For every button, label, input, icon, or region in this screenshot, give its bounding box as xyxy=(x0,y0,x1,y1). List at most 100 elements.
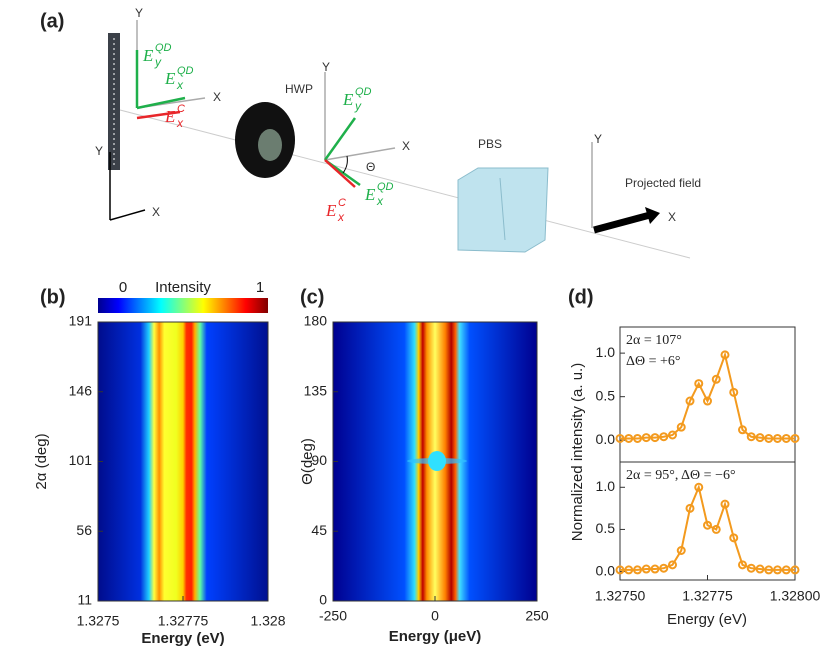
y-axis-label: 2α (deg) xyxy=(33,433,50,489)
panel-label: (d) xyxy=(568,286,594,308)
field-symbol: E xyxy=(342,90,354,109)
data-point xyxy=(685,396,695,406)
y-tick-label: 135 xyxy=(304,382,328,398)
panel-label: (a) xyxy=(40,10,64,32)
x-tick-label: 1.32750 xyxy=(595,588,646,604)
colorbar-label: Intensity xyxy=(155,279,211,296)
x-tick-label: 1.32800 xyxy=(770,588,821,604)
colorbar xyxy=(98,298,268,313)
data-point xyxy=(650,433,660,443)
x-tick-label: 1.3275 xyxy=(77,613,120,629)
panel-label: (b) xyxy=(40,286,66,308)
annotation: ΔΘ = +6° xyxy=(626,354,681,369)
y-tick-label: 0.0 xyxy=(596,431,616,447)
x-axis-label: Energy (μeV) xyxy=(389,628,482,645)
data-point xyxy=(790,565,800,575)
diagram xyxy=(108,20,691,259)
data-point xyxy=(773,433,782,443)
x-tick-label: 1.328 xyxy=(250,613,285,629)
data-point xyxy=(764,565,774,575)
data-point xyxy=(633,433,642,443)
data-point xyxy=(764,433,774,443)
field-symbol: E xyxy=(325,201,337,220)
y-tick-label: 56 xyxy=(76,522,92,538)
data-point xyxy=(668,430,677,440)
data-point xyxy=(720,350,730,360)
field-sub: x xyxy=(337,210,345,224)
x-tick-label: 1.32775 xyxy=(682,588,733,604)
field-sub: x xyxy=(376,194,384,208)
diagram-label: X xyxy=(213,90,221,104)
field-symbol: E xyxy=(164,69,176,88)
y-tick-label: 0.0 xyxy=(596,562,616,578)
field-sub: y xyxy=(354,99,362,113)
data-point xyxy=(650,564,660,574)
data-point xyxy=(781,565,791,575)
data-point xyxy=(711,374,721,384)
data-point xyxy=(755,564,765,574)
data-point xyxy=(711,524,721,534)
data-point xyxy=(633,565,642,575)
y-tick-label: 0.5 xyxy=(596,520,616,536)
data-point xyxy=(773,565,782,575)
data-point xyxy=(641,564,651,574)
y-tick-label: 0.5 xyxy=(596,387,616,403)
data-point xyxy=(641,433,651,443)
field-sub: x xyxy=(176,116,184,130)
diagram-label: HWP xyxy=(285,82,313,96)
y-tick-label: 0 xyxy=(319,592,327,608)
x-tick-label: 250 xyxy=(525,608,549,624)
field-sup: QD xyxy=(355,86,372,98)
data-point xyxy=(624,565,634,575)
x-axis-label: Energy (eV) xyxy=(141,630,224,647)
data-point xyxy=(615,565,625,575)
data-point xyxy=(746,563,756,573)
field-sup: C xyxy=(338,197,346,209)
annotation: 2α = 95°, ΔΘ = −6° xyxy=(626,468,736,483)
data-point xyxy=(781,433,791,443)
y-axis-label: Θ(deg) xyxy=(299,438,316,485)
data-point xyxy=(746,432,756,442)
data-point xyxy=(738,560,747,570)
data-point xyxy=(703,396,712,406)
field-sup: QD xyxy=(377,181,394,193)
diagram-label: Θ xyxy=(366,160,375,174)
x-tick-label: 0 xyxy=(431,608,439,624)
data-point xyxy=(755,433,765,443)
colorbar-max: 1 xyxy=(256,279,264,296)
data-point xyxy=(624,433,634,443)
x-tick-label: 1.32775 xyxy=(158,613,209,629)
data-point xyxy=(668,560,677,570)
heatmap xyxy=(98,322,268,601)
diagram-label: Y xyxy=(594,132,602,146)
data-point xyxy=(659,432,669,442)
field-symbol: E xyxy=(164,107,176,126)
data-point xyxy=(615,433,625,443)
y-tick-label: 1.0 xyxy=(596,478,616,494)
data-point xyxy=(676,546,686,555)
diagram-label: Projected field xyxy=(625,176,701,190)
y-tick-label: 180 xyxy=(304,313,328,329)
diagram-label: PBS xyxy=(478,137,502,151)
panel-label: (c) xyxy=(300,286,324,308)
field-symbol: E xyxy=(142,46,154,65)
data-point xyxy=(694,379,704,389)
data-point xyxy=(676,422,686,432)
y-axis-label: Normalized intensity (a. u.) xyxy=(569,363,586,541)
y-tick-label: 11 xyxy=(77,592,92,608)
diagram-label: Y xyxy=(95,144,103,158)
field-symbol: E xyxy=(364,185,376,204)
field-sup: QD xyxy=(155,42,172,54)
data-point xyxy=(720,499,730,509)
colorbar-min: 0 xyxy=(119,279,127,296)
field-sup: QD xyxy=(177,65,194,77)
y-tick-label: 1.0 xyxy=(596,344,616,360)
x-tick-label: -250 xyxy=(319,608,347,624)
diagram-label: Y xyxy=(135,6,143,20)
data-point xyxy=(729,533,739,543)
y-tick-label: 45 xyxy=(311,522,327,538)
data-point xyxy=(659,563,669,573)
diagram-label: X xyxy=(152,205,160,219)
diagram-label: Y xyxy=(322,60,330,74)
